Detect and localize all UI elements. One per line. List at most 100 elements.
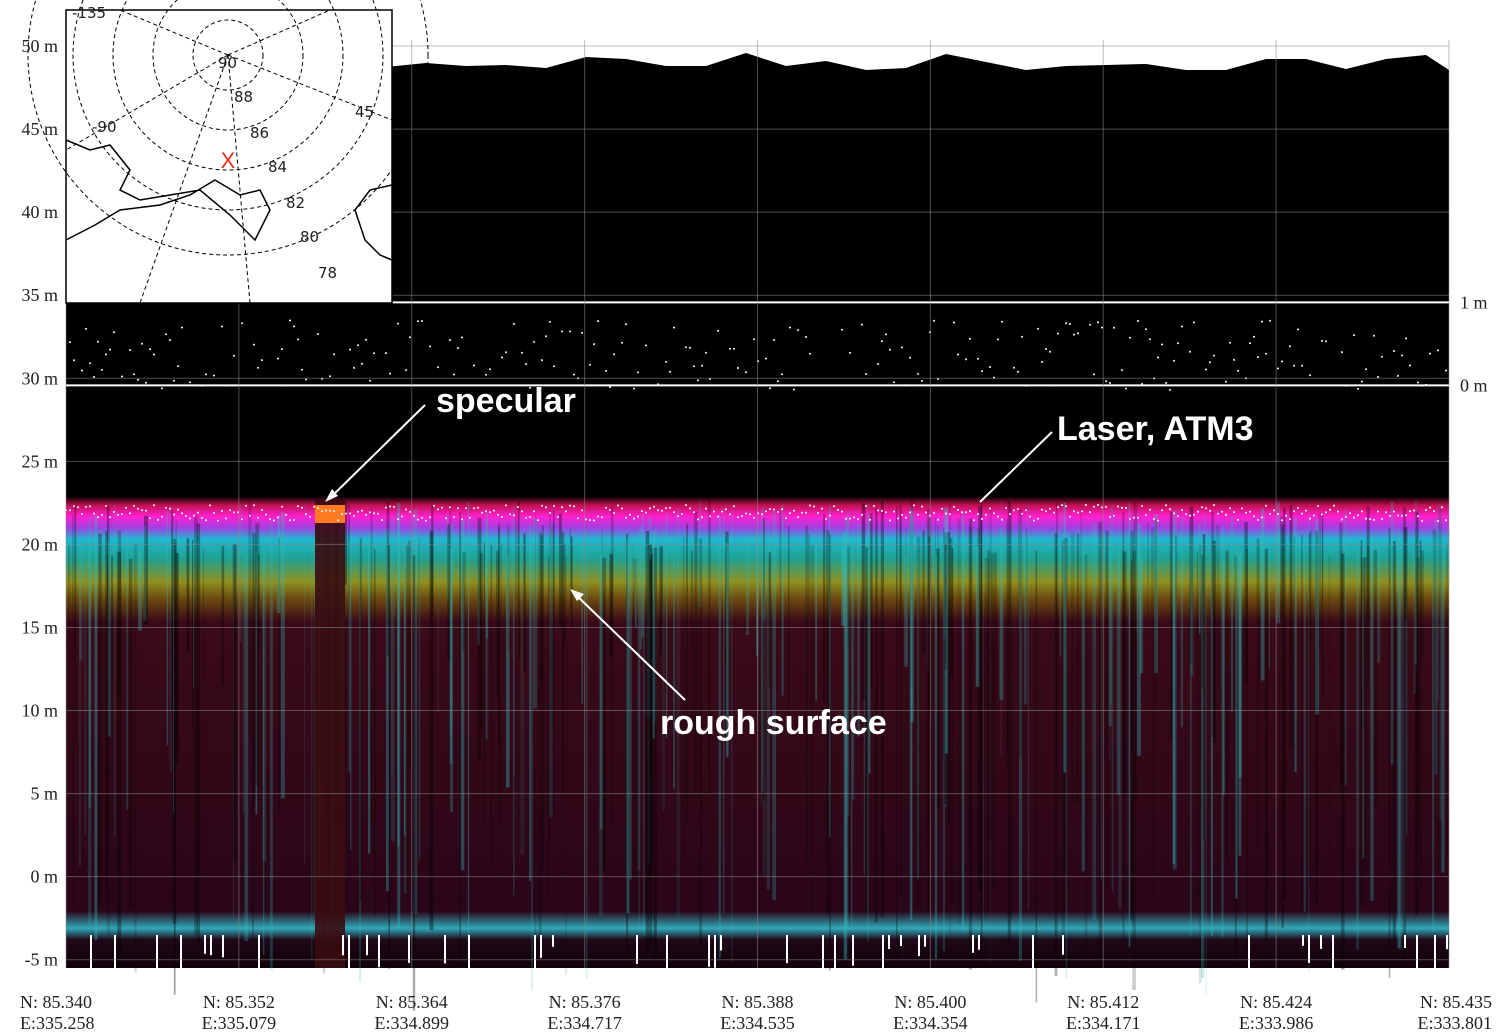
echogram-streak	[477, 543, 480, 645]
echogram-streak	[144, 515, 148, 625]
echogram-streak	[910, 510, 914, 723]
laser-dot	[953, 505, 955, 508]
laser-dot	[141, 342, 143, 345]
laser-dot	[1181, 325, 1183, 328]
laser-dot	[1385, 511, 1387, 514]
echogram-streak	[1116, 548, 1121, 796]
echogram-streak	[676, 508, 680, 918]
echogram-streak	[1133, 501, 1138, 800]
laser-dot	[121, 513, 123, 516]
echogram-streak	[138, 550, 142, 631]
echogram-streak	[450, 524, 453, 813]
echogram-streak	[1027, 503, 1029, 910]
laser-dot	[1405, 514, 1407, 517]
laser-dot	[1197, 510, 1199, 513]
echogram-streak	[477, 517, 482, 761]
laser-dot	[1141, 505, 1143, 507]
echogram-streak	[107, 541, 111, 737]
echogram-streak	[1018, 509, 1022, 759]
echogram-streak	[1154, 514, 1158, 673]
laser-dot	[365, 513, 367, 516]
y-tick-label: 5 m	[30, 784, 58, 804]
echogram-streak	[911, 521, 913, 921]
bottom-spike	[408, 935, 410, 963]
laser-dot	[609, 386, 611, 389]
echogram-streak	[1364, 557, 1368, 876]
laser-dot	[489, 511, 491, 514]
x-tick-label-north: N: 85.388	[722, 992, 794, 1012]
echogram-streak	[1403, 527, 1408, 621]
laser-dot	[813, 505, 815, 508]
echogram-streak	[846, 510, 850, 817]
echogram-streak	[936, 548, 940, 807]
laser-dot	[1013, 509, 1015, 512]
laser-dot	[501, 515, 503, 518]
echogram-streak	[968, 518, 973, 970]
echogram-streak	[841, 533, 846, 626]
laser-dot	[1037, 517, 1039, 520]
laser-dot	[705, 351, 707, 354]
laser-dot	[549, 511, 551, 514]
echogram-streak	[772, 510, 776, 901]
echogram-streak	[345, 537, 348, 905]
echogram-streak	[880, 501, 884, 918]
laser-dot	[897, 517, 899, 520]
echogram-streak	[570, 536, 573, 630]
echogram-streak	[843, 533, 848, 960]
map-label: 88	[234, 88, 253, 106]
laser-dot	[1257, 356, 1259, 359]
laser-dot	[833, 505, 835, 508]
laser-dot	[153, 504, 155, 507]
laser-dot	[1389, 514, 1391, 517]
echogram-streak	[1007, 501, 1011, 946]
echogram-streak	[643, 549, 645, 934]
laser-dot	[949, 513, 951, 516]
laser-dot	[189, 517, 191, 520]
echogram-streak	[418, 529, 421, 860]
echogram-streak	[437, 539, 439, 713]
echogram-streak	[815, 543, 818, 701]
echogram-streak	[1035, 550, 1038, 1003]
echogram-streak	[1402, 542, 1406, 925]
laser-dot	[1121, 369, 1123, 372]
laser-dot	[125, 506, 127, 509]
echogram-streak	[397, 513, 400, 847]
laser-dot	[461, 336, 463, 339]
echogram-streak	[659, 546, 663, 655]
laser-dot	[1213, 504, 1215, 506]
laser-dot	[1337, 510, 1339, 513]
echogram-streak	[518, 501, 520, 659]
echogram-streak	[1344, 509, 1347, 786]
laser-dot	[369, 379, 371, 382]
laser-dot	[361, 509, 363, 512]
laser-dot	[1129, 336, 1131, 339]
laser-dot	[1113, 326, 1115, 329]
laser-dot	[869, 518, 871, 521]
laser-dot	[257, 516, 259, 519]
laser-dot	[197, 511, 199, 514]
echogram-streak	[991, 552, 996, 889]
echogram-streak	[708, 500, 711, 795]
laser-dot	[781, 373, 783, 376]
echogram-streak	[896, 506, 898, 964]
echogram-streak	[277, 515, 281, 614]
echogram-streak	[1294, 518, 1297, 773]
echogram-streak	[1256, 538, 1260, 846]
laser-dot	[317, 333, 319, 335]
echogram-streak	[263, 553, 265, 956]
echogram-streak	[1293, 536, 1295, 782]
echogram-streak	[1416, 557, 1420, 830]
laser-dot	[417, 518, 419, 521]
laser-dot	[877, 363, 879, 365]
laser-dot	[581, 509, 583, 512]
echogram-streak	[117, 551, 122, 968]
echogram-streak	[1340, 553, 1345, 970]
laser-dot	[97, 340, 99, 343]
laser-dot	[1133, 516, 1135, 519]
laser-dot	[425, 519, 427, 522]
echogram-streak	[1084, 554, 1088, 962]
laser-dot	[1321, 339, 1323, 342]
laser-dot	[945, 512, 947, 515]
laser-dot	[1401, 354, 1403, 357]
laser-dot	[669, 370, 671, 373]
